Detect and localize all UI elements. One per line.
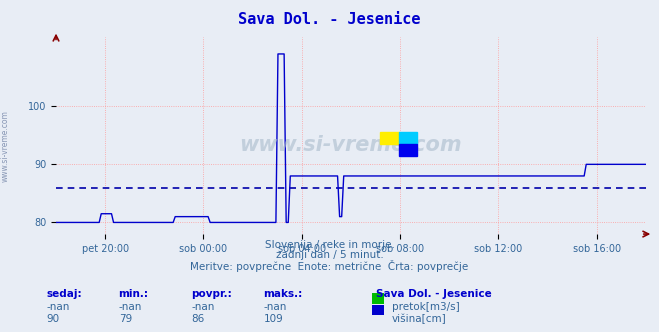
- Text: Slovenija / reke in morje.: Slovenija / reke in morje.: [264, 240, 395, 250]
- Text: min.:: min.:: [119, 289, 149, 299]
- Text: sedaj:: sedaj:: [46, 289, 82, 299]
- Text: 109: 109: [264, 314, 283, 324]
- Text: www.si-vreme.com: www.si-vreme.com: [1, 110, 10, 182]
- Text: Sava Dol. - Jesenice: Sava Dol. - Jesenice: [376, 289, 492, 299]
- Text: -nan: -nan: [264, 302, 287, 312]
- Text: Sava Dol. - Jesenice: Sava Dol. - Jesenice: [239, 12, 420, 27]
- Text: -nan: -nan: [191, 302, 214, 312]
- Text: pretok[m3/s]: pretok[m3/s]: [392, 302, 460, 312]
- Text: 90: 90: [46, 314, 59, 324]
- Text: 86: 86: [191, 314, 204, 324]
- Text: -nan: -nan: [119, 302, 142, 312]
- Text: povpr.:: povpr.:: [191, 289, 232, 299]
- Bar: [399, 132, 417, 144]
- Bar: [399, 144, 417, 156]
- Text: www.si-vreme.com: www.si-vreme.com: [240, 135, 462, 155]
- Text: višina[cm]: višina[cm]: [392, 314, 447, 324]
- Text: 79: 79: [119, 314, 132, 324]
- Bar: [380, 132, 399, 144]
- Text: zadnji dan / 5 minut.: zadnji dan / 5 minut.: [275, 250, 384, 260]
- Text: -nan: -nan: [46, 302, 69, 312]
- Text: Meritve: povprečne  Enote: metrične  Črta: povprečje: Meritve: povprečne Enote: metrične Črta:…: [190, 260, 469, 272]
- Text: maks.:: maks.:: [264, 289, 303, 299]
